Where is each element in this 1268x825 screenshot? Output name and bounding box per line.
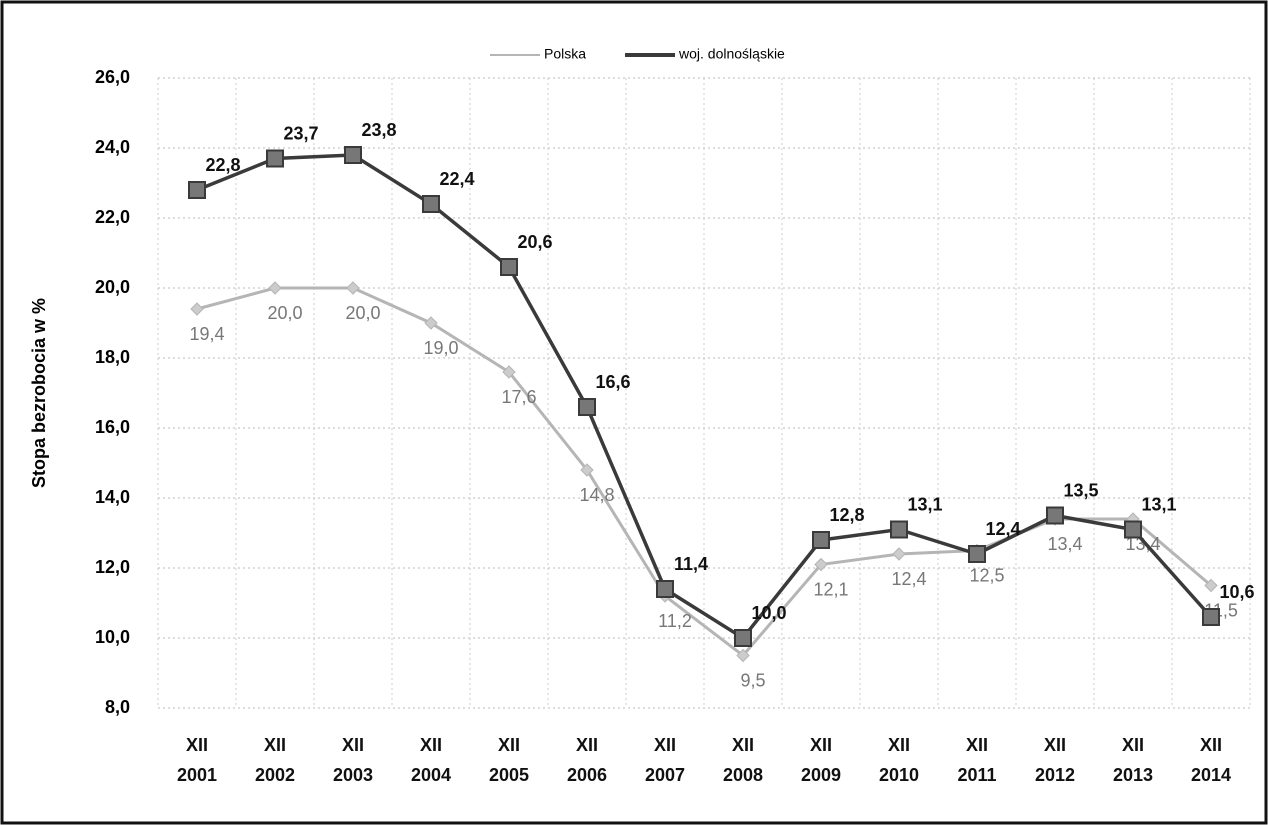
x-tick-label: XII 2005 xyxy=(488,735,530,785)
data-label: 10,6 xyxy=(1219,582,1254,602)
legend-label: Polska xyxy=(544,46,586,62)
marker xyxy=(424,316,438,330)
data-label: 16,6 xyxy=(595,372,630,392)
x-tick-label: XII 2014 xyxy=(1190,735,1232,785)
y-tick-label: 12,0 xyxy=(95,557,130,577)
marker xyxy=(268,281,282,295)
data-label: 10,0 xyxy=(751,603,786,623)
data-label: 20,6 xyxy=(517,232,552,252)
marker xyxy=(578,398,596,416)
marker xyxy=(1046,506,1064,525)
marker xyxy=(190,302,204,316)
marker xyxy=(580,463,594,477)
x-tick-label: XII 2007 xyxy=(644,735,686,785)
y-tick-label: 22,0 xyxy=(95,207,130,227)
data-label: 13,4 xyxy=(1047,534,1082,554)
y-tick-label: 24,0 xyxy=(95,137,130,157)
marker xyxy=(890,520,908,539)
data-label: 12,5 xyxy=(969,565,1004,585)
data-label: 9,5 xyxy=(740,670,765,690)
data-label: 19,4 xyxy=(189,324,224,344)
y-tick-label: 8,0 xyxy=(105,697,130,717)
x-tick-label: XII 2004 xyxy=(410,735,452,785)
data-label: 12,1 xyxy=(813,579,848,599)
x-tick-label: XII 2013 xyxy=(1112,735,1154,785)
marker xyxy=(814,557,828,572)
data-label: 22,4 xyxy=(439,169,474,189)
data-label: 22,8 xyxy=(205,155,240,175)
data-label: 20,0 xyxy=(267,303,302,323)
y-tick-label: 14,0 xyxy=(95,487,130,507)
x-tick-label: XII 2003 xyxy=(332,735,374,785)
x-tick-label: XII 2001 xyxy=(176,735,218,785)
y-tick-label: 18,0 xyxy=(95,347,130,367)
data-label: 13,1 xyxy=(907,494,942,514)
legend-label: woj. dolnośląskie xyxy=(678,46,785,62)
series-line xyxy=(196,286,1212,658)
marker xyxy=(656,580,674,598)
x-tick-label: XII 2006 xyxy=(566,735,608,785)
x-tick-label: XII 2010 xyxy=(878,735,920,785)
marker xyxy=(892,547,906,561)
data-label: 19,0 xyxy=(423,338,458,358)
marker xyxy=(188,181,206,199)
data-label: 12,4 xyxy=(891,569,926,589)
marker xyxy=(736,648,750,663)
marker xyxy=(812,531,830,549)
data-label: 11,2 xyxy=(658,611,692,631)
marker xyxy=(968,545,986,563)
x-tick-label: XII 2012 xyxy=(1034,735,1076,785)
marker xyxy=(422,195,440,213)
y-tick-label: 26,0 xyxy=(95,67,130,87)
x-tick-label: XII 2009 xyxy=(800,735,842,785)
marker xyxy=(1204,578,1218,593)
y-tick-label: 16,0 xyxy=(95,417,130,437)
data-label: 13,5 xyxy=(1063,480,1098,500)
marker xyxy=(266,149,284,168)
y-axis-label: Stopa bezrobocia w % xyxy=(29,298,49,488)
series-line xyxy=(196,153,1213,641)
data-label: 12,8 xyxy=(829,505,864,525)
x-tick-label: XII 2011 xyxy=(957,735,997,785)
x-tick-label: XII 2008 xyxy=(722,735,764,785)
marker xyxy=(502,365,516,379)
data-label: 23,8 xyxy=(361,120,396,140)
data-label: 12,4 xyxy=(985,519,1020,539)
data-label: 11,4 xyxy=(674,554,708,574)
data-label: 20,0 xyxy=(345,303,380,323)
y-tick-label: 10,0 xyxy=(95,627,130,647)
x-tick-label: XII 2002 xyxy=(254,735,296,785)
marker xyxy=(1124,520,1142,539)
marker xyxy=(344,146,362,164)
data-label: 17,6 xyxy=(501,387,536,407)
marker xyxy=(346,281,360,295)
marker xyxy=(500,258,518,276)
data-label: 23,7 xyxy=(283,123,318,143)
y-tick-label: 20,0 xyxy=(95,277,130,297)
marker xyxy=(1202,608,1220,626)
data-label: 14,8 xyxy=(579,485,614,505)
data-label: 13,1 xyxy=(1141,494,1176,514)
marker xyxy=(734,629,752,647)
